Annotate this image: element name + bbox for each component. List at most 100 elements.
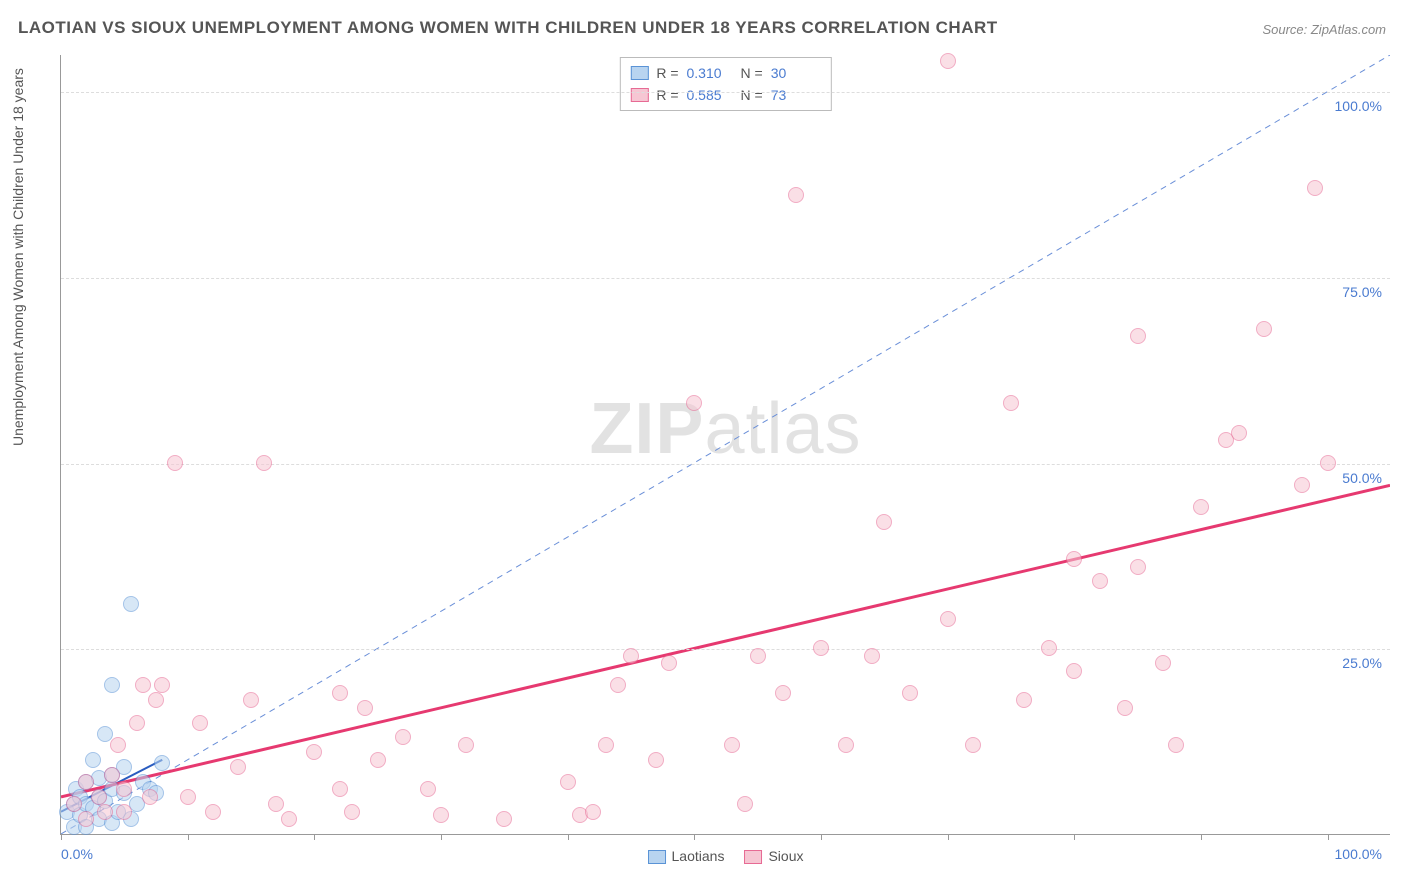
data-point (1231, 425, 1247, 441)
data-point (940, 53, 956, 69)
legend-item: Sioux (744, 848, 803, 864)
data-point (167, 455, 183, 471)
data-point (661, 655, 677, 671)
data-point (813, 640, 829, 656)
x-tick (1201, 834, 1202, 840)
data-point (623, 648, 639, 664)
y-tick-label: 75.0% (1342, 284, 1382, 300)
series-legend: Laotians Sioux (648, 848, 804, 864)
data-point (281, 811, 297, 827)
chart-title: LAOTIAN VS SIOUX UNEMPLOYMENT AMONG WOME… (18, 18, 998, 38)
data-point (192, 715, 208, 731)
data-point (1130, 559, 1146, 575)
legend-r-value: 0.585 (687, 84, 733, 106)
data-point (370, 752, 386, 768)
legend-swatch (630, 88, 648, 102)
data-point (180, 789, 196, 805)
data-point (876, 514, 892, 530)
y-tick-label: 25.0% (1342, 655, 1382, 671)
data-point (78, 774, 94, 790)
legend-n-value: 30 (771, 62, 817, 84)
legend-n-label: N = (741, 84, 763, 106)
data-point (306, 744, 322, 760)
data-point (78, 811, 94, 827)
data-point (775, 685, 791, 701)
data-point (788, 187, 804, 203)
data-point (1155, 655, 1171, 671)
legend-r-value: 0.310 (687, 62, 733, 84)
data-point (1117, 700, 1133, 716)
legend-item: Laotians (648, 848, 725, 864)
data-point (585, 804, 601, 820)
data-point (123, 596, 139, 612)
data-point (1307, 180, 1323, 196)
gridline-h (61, 649, 1390, 650)
x-tick (314, 834, 315, 840)
data-point (344, 804, 360, 820)
legend-swatch (648, 850, 666, 864)
x-axis-max-label: 100.0% (1335, 846, 1382, 862)
data-point (357, 700, 373, 716)
source-attribution: Source: ZipAtlas.com (1262, 22, 1386, 37)
legend-swatch (630, 66, 648, 80)
data-point (148, 692, 164, 708)
legend-correlation-row: R =0.585N =73 (630, 84, 816, 106)
x-tick (694, 834, 695, 840)
data-point (458, 737, 474, 753)
legend-n-label: N = (741, 62, 763, 84)
data-point (1066, 551, 1082, 567)
data-point (1256, 321, 1272, 337)
data-point (598, 737, 614, 753)
data-point (142, 789, 158, 805)
x-tick (1328, 834, 1329, 840)
data-point (1193, 499, 1209, 515)
data-point (902, 685, 918, 701)
data-point (116, 804, 132, 820)
x-tick (568, 834, 569, 840)
data-point (110, 737, 126, 753)
data-point (1041, 640, 1057, 656)
data-point (395, 729, 411, 745)
y-axis-title: Unemployment Among Women with Children U… (10, 68, 26, 446)
data-point (496, 811, 512, 827)
data-point (1003, 395, 1019, 411)
legend-label: Laotians (672, 848, 725, 864)
data-point (104, 767, 120, 783)
data-point (129, 715, 145, 731)
data-point (154, 677, 170, 693)
x-tick (1074, 834, 1075, 840)
data-point (1092, 573, 1108, 589)
gridline-h (61, 92, 1390, 93)
legend-r-label: R = (656, 62, 678, 84)
data-point (724, 737, 740, 753)
data-point (1066, 663, 1082, 679)
data-point (256, 455, 272, 471)
x-tick (188, 834, 189, 840)
data-point (135, 677, 151, 693)
y-tick-label: 50.0% (1342, 470, 1382, 486)
legend-r-label: R = (656, 84, 678, 106)
data-point (838, 737, 854, 753)
legend-correlation-row: R = 0.310 N = 30 (630, 62, 816, 84)
x-tick (821, 834, 822, 840)
data-point (104, 677, 120, 693)
data-point (268, 796, 284, 812)
watermark-rest: atlas (704, 389, 861, 469)
data-point (243, 692, 259, 708)
data-point (433, 807, 449, 823)
data-point (1130, 328, 1146, 344)
correlation-legend: R =0.310N =30R =0.585N =73 (619, 57, 831, 111)
data-point (332, 781, 348, 797)
data-point (560, 774, 576, 790)
x-tick (948, 834, 949, 840)
data-point (686, 395, 702, 411)
x-tick (441, 834, 442, 840)
trend-lines-svg (61, 55, 1390, 834)
data-point (864, 648, 880, 664)
legend-label: Sioux (768, 848, 803, 864)
data-point (648, 752, 664, 768)
x-tick (61, 834, 62, 840)
data-point (1016, 692, 1032, 708)
data-point (91, 789, 107, 805)
data-point (750, 648, 766, 664)
